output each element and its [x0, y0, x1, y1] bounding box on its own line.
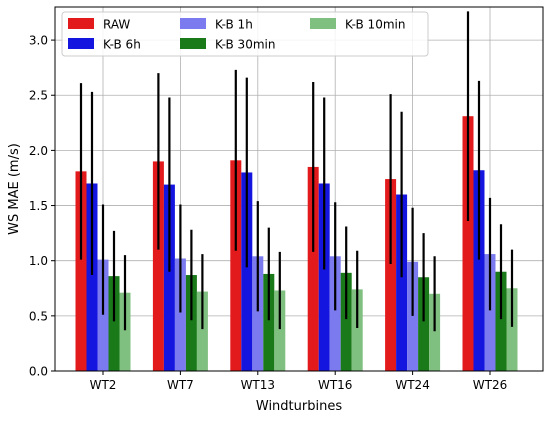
x-tick-label: WT26 — [473, 378, 507, 392]
y-tick-label: 2.0 — [29, 144, 48, 158]
legend-swatch — [68, 18, 94, 29]
bar — [473, 170, 485, 371]
bar — [429, 293, 441, 371]
bar — [119, 292, 131, 371]
y-tick-label: 0.5 — [29, 309, 48, 323]
bar — [418, 277, 430, 371]
error-bar-layer — [79, 11, 514, 332]
bar-layer — [75, 116, 518, 371]
bar — [307, 166, 319, 371]
legend-swatch — [310, 18, 336, 29]
y-tick-label: 3.0 — [29, 34, 48, 48]
legend: RAW K-B 6h K-B 1h K-B 30min K-B 10min — [61, 11, 429, 57]
y-tick-label: 1.5 — [29, 199, 48, 213]
bar — [407, 261, 419, 371]
legend-swatch — [180, 18, 206, 29]
y-tick-label: 0.0 — [29, 365, 48, 379]
bar — [274, 290, 286, 371]
bar — [152, 161, 164, 371]
bar — [385, 179, 397, 371]
legend-label: K-B 6h — [103, 38, 141, 52]
bar — [396, 194, 408, 371]
legend-box — [61, 11, 429, 57]
x-tick-label: WT2 — [90, 378, 117, 392]
legend-label: RAW — [103, 18, 130, 32]
bar — [263, 273, 275, 371]
legend-swatch — [68, 38, 94, 49]
bar — [97, 259, 109, 371]
x-tick-label: WT16 — [318, 378, 352, 392]
plot-frame — [54, 6, 544, 372]
x-tick-label: WT13 — [241, 378, 275, 392]
bar — [318, 183, 330, 371]
bar — [252, 256, 264, 371]
bar — [196, 291, 208, 371]
legend-label: K-B 1h — [215, 18, 253, 32]
bar — [75, 171, 87, 371]
legend-swatch — [180, 38, 206, 49]
legend-label: K-B 10min — [345, 18, 405, 32]
bar — [241, 172, 253, 371]
bar — [340, 272, 352, 371]
bar — [185, 275, 197, 371]
legend-label: K-B 30min — [215, 38, 275, 52]
y-tick-label: 1.0 — [29, 254, 48, 268]
axis-layer: 0.0 0.5 1.0 1.5 2.0 2.5 3.0 WT2 WT7 WT13 WT16 WT24 W… — [29, 34, 507, 392]
bar — [495, 271, 507, 371]
x-axis-label: Windturbines — [256, 399, 342, 414]
bar — [108, 276, 120, 371]
x-tick-label: WT24 — [395, 378, 429, 392]
bar — [351, 289, 363, 371]
bar — [230, 160, 242, 371]
bar — [86, 183, 98, 371]
y-axis-label: WS MAE (m/s) — [7, 143, 22, 235]
x-tick-label: WT7 — [167, 378, 194, 392]
bar — [174, 258, 186, 371]
y-tick-label: 2.5 — [29, 89, 48, 103]
bar — [506, 288, 518, 371]
bar — [329, 256, 341, 371]
bar — [462, 116, 474, 371]
bar — [484, 254, 496, 371]
bar — [163, 184, 175, 371]
